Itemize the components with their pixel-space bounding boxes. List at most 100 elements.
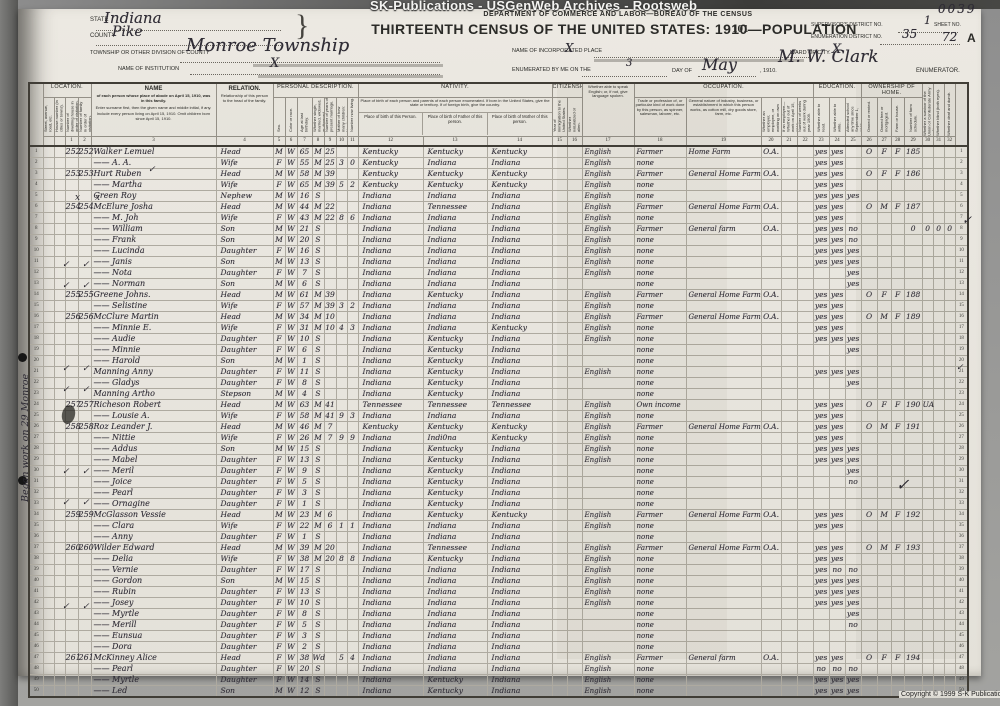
cell — [566, 388, 583, 400]
cell — [581, 355, 635, 367]
cell: —— Frank — [90, 234, 217, 246]
cell — [346, 443, 359, 455]
cell — [581, 619, 635, 631]
cell — [335, 465, 348, 477]
cell: Indiana — [357, 498, 424, 510]
cell — [921, 377, 934, 389]
cell: yes — [828, 333, 846, 345]
column-number: 10 — [335, 136, 348, 147]
cell: Farmer — [633, 223, 687, 235]
cell: M — [272, 443, 286, 455]
cell — [346, 465, 359, 477]
cell: O.A. — [760, 289, 782, 301]
cell: yes — [812, 410, 830, 422]
cell — [64, 344, 79, 356]
cell — [921, 674, 934, 686]
cell — [64, 564, 79, 576]
cell — [346, 630, 359, 642]
cell: 38 — [296, 553, 313, 565]
cell — [890, 564, 905, 576]
cell — [685, 157, 762, 169]
cell — [876, 157, 892, 169]
cell — [42, 531, 55, 543]
cell — [876, 212, 892, 224]
cell: W — [284, 685, 298, 698]
cell: O.A. — [760, 145, 782, 158]
cell: English — [581, 322, 635, 334]
column-number: 19 — [685, 136, 762, 147]
cell: 260 — [64, 542, 81, 554]
cell — [53, 685, 66, 698]
cell — [860, 630, 878, 642]
cell — [943, 674, 956, 686]
cell — [780, 630, 798, 642]
column-number: 11 — [346, 136, 359, 147]
cell: 261 — [77, 652, 94, 664]
cell: S — [311, 476, 325, 488]
cell — [42, 145, 55, 158]
census-row: 33 —— Ornagine Daughter F W 1 S Indiana Kentucky… — [28, 498, 969, 510]
cell — [943, 322, 956, 334]
cell: 5 — [335, 179, 348, 191]
cell — [860, 223, 878, 235]
cell: Green Roy — [90, 190, 217, 202]
cell — [943, 366, 956, 378]
census-row: 27 —— Nittie Wife F W 26 M 7 9 9 Indiana Indi0na Ken… — [28, 432, 969, 444]
cell — [796, 476, 814, 488]
cell — [890, 443, 905, 455]
cell — [42, 399, 55, 411]
cell: 6 — [28, 201, 44, 213]
cell: none — [633, 465, 687, 477]
instruction-microtext — [258, 75, 443, 78]
pen-mark: ✓ — [62, 260, 70, 270]
cell: Indiana — [422, 586, 488, 598]
column-number: 1 — [64, 136, 79, 147]
cell: English — [581, 289, 635, 301]
cell: S — [311, 564, 325, 576]
cell: Indiana — [357, 256, 424, 268]
cell — [335, 289, 348, 301]
cell: 186 — [903, 168, 923, 180]
cell — [812, 630, 830, 642]
cell: Indiana — [357, 245, 424, 257]
cell: 22 — [323, 201, 337, 213]
column-number: 5 — [272, 136, 286, 147]
cell — [581, 388, 635, 400]
cell: —— Myrtle — [90, 674, 217, 686]
cell: none — [633, 443, 687, 455]
cell — [551, 234, 568, 246]
cell — [876, 344, 892, 356]
cell — [796, 344, 814, 356]
cell — [760, 619, 782, 631]
dotted-line — [582, 75, 667, 77]
cell — [42, 443, 55, 455]
cell: 259 — [77, 509, 94, 521]
cell: 3 — [335, 300, 348, 312]
cell: none — [633, 267, 687, 279]
cell: O — [860, 145, 878, 158]
cell: S — [311, 388, 325, 400]
cell — [77, 223, 92, 235]
cell: Head — [215, 399, 274, 411]
county-value: Pike — [112, 24, 143, 40]
cell — [890, 454, 905, 466]
census-row: 28 —— Addus Son M W 15 S Indiana Kentucky Indiana… — [28, 443, 969, 455]
cell: Indiana — [357, 564, 424, 576]
cell — [760, 498, 782, 510]
cell: M — [876, 542, 892, 554]
column-number — [53, 136, 66, 147]
cell — [921, 212, 934, 224]
cell — [796, 333, 814, 345]
cell — [876, 465, 892, 477]
cell — [346, 256, 359, 268]
cell — [335, 399, 348, 411]
cell: 48 — [28, 663, 44, 675]
cell — [876, 278, 892, 290]
cell — [780, 157, 798, 169]
cell: General Home Farm — [685, 421, 762, 433]
cell: 4 — [346, 652, 359, 664]
cell — [685, 267, 762, 279]
cell — [323, 641, 337, 653]
cell — [323, 619, 337, 631]
cell — [780, 674, 798, 686]
